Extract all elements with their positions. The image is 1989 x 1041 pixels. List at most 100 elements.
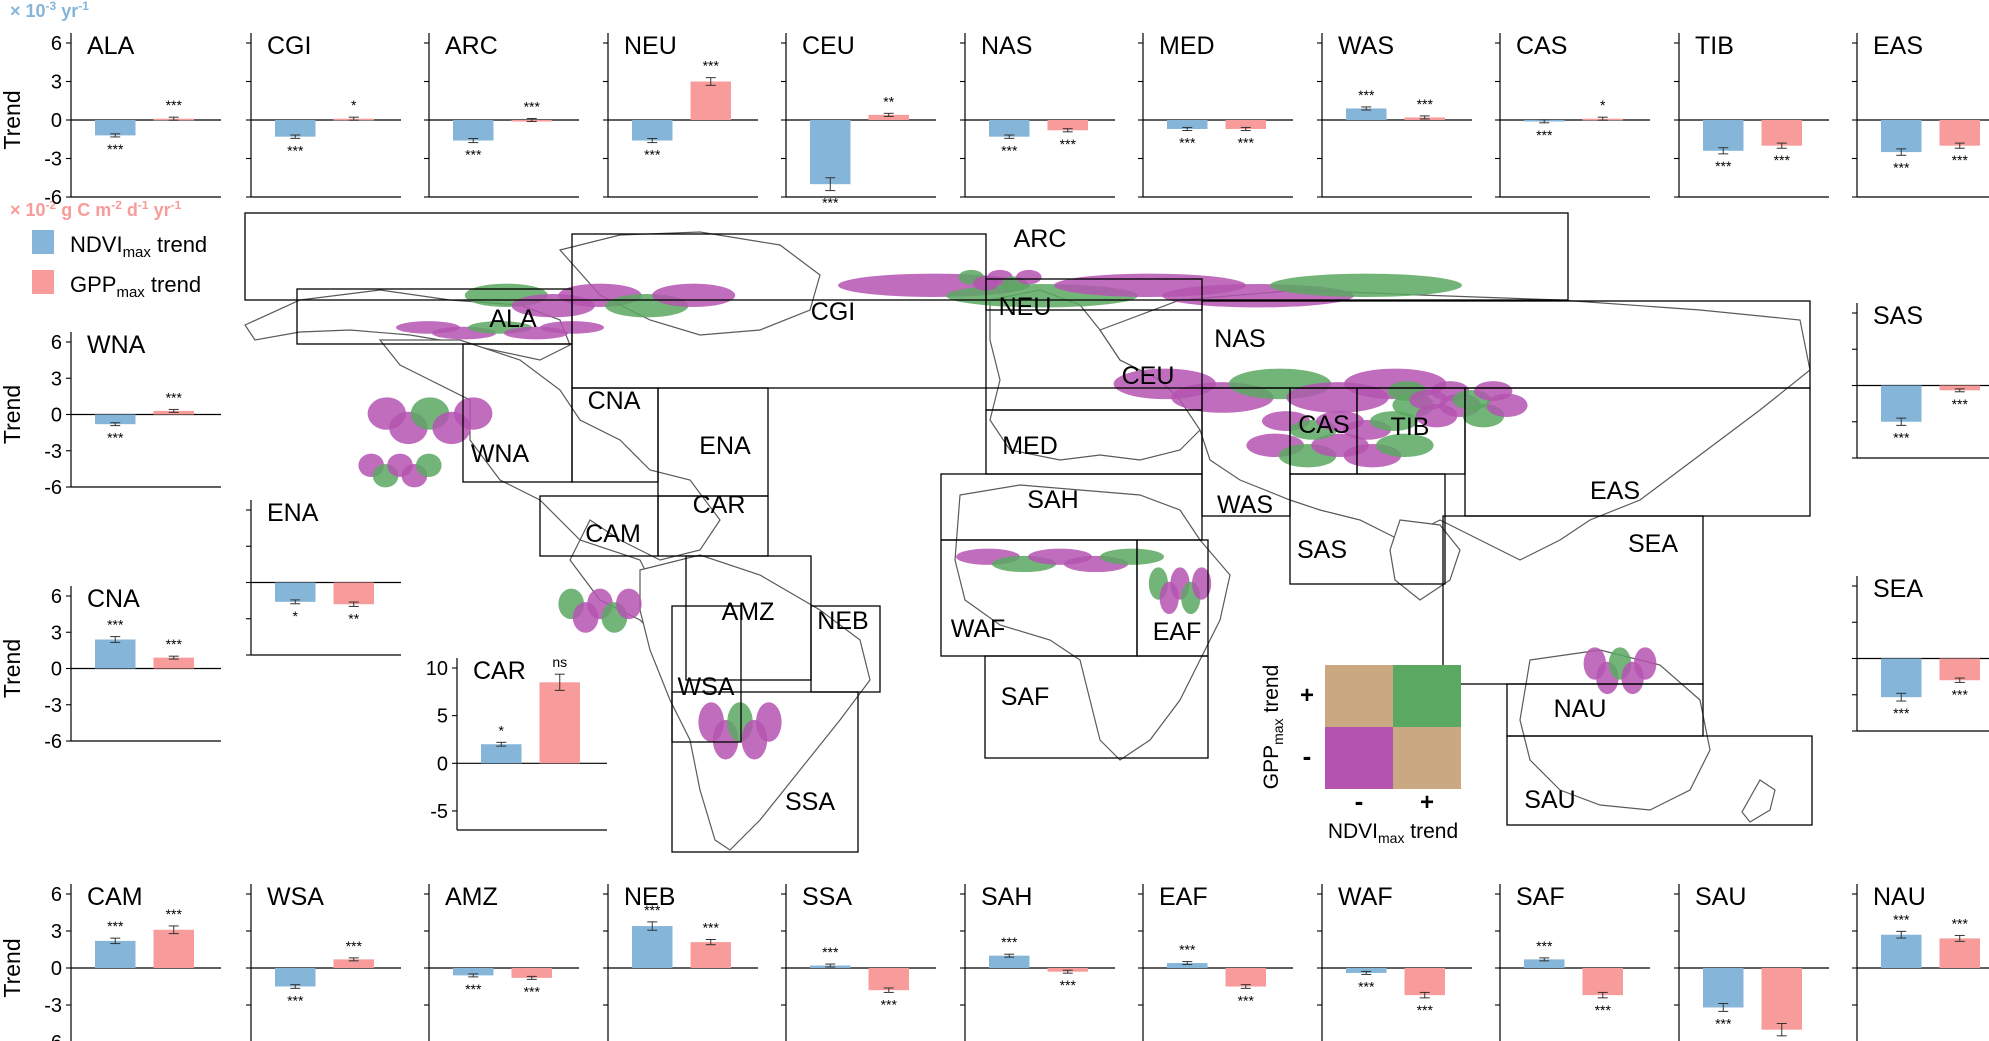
panel-wsa: WSA *** *** (239, 882, 413, 1041)
ndvi-significance: * (293, 608, 299, 624)
gpp-significance: *** (1238, 992, 1255, 1008)
panel-eas: EAS *** *** (1845, 31, 1989, 201)
y-axis-label: Trend (0, 90, 25, 149)
key-minus-y: - (1303, 741, 1312, 771)
vegetation-patch (416, 453, 442, 478)
legend-swatch-gpp (32, 270, 54, 294)
panel-background (417, 882, 591, 1041)
map-region-label: EAF (1153, 618, 1202, 646)
gpp-significance: *** (1952, 915, 1969, 931)
panel-title: CAM (87, 883, 143, 911)
gpp-bar (868, 114, 909, 120)
ndvi-significance: *** (1893, 705, 1910, 721)
map-region-label: CAR (693, 491, 746, 519)
panel-title: ARC (445, 32, 498, 60)
gpp-bar (333, 582, 374, 605)
panel-title: CEU (802, 32, 855, 60)
tick-label: 10 (426, 658, 448, 680)
map-region-label: SAH (1027, 486, 1078, 514)
map-region-ssa: SSA (671, 691, 859, 853)
tick-label: -6 (44, 1032, 62, 1041)
panel-title: EAS (1873, 32, 1923, 60)
panel-sau: SAU *** *** (1667, 882, 1841, 1041)
panel-car: 10 5 0 -5 CAR * ns (426, 654, 619, 834)
tick-label: -5 (430, 801, 448, 823)
tick-label: -6 (44, 731, 62, 753)
panel-cas: CAS**** (1488, 31, 1662, 201)
panel-title: SAF (1516, 883, 1565, 911)
panel-tib: TIB *** *** (1667, 31, 1841, 201)
land-outline (989, 289, 1201, 461)
ndvi-significance: *** (287, 142, 304, 158)
ndvi-significance: *** (1001, 934, 1018, 950)
ndvi-bar (481, 744, 522, 764)
ndvi-bar (632, 120, 673, 141)
tick-label: -3 (44, 995, 62, 1017)
vegetation-patch (1016, 269, 1042, 285)
land-outline (1741, 779, 1776, 823)
panel-title: WAS (1338, 32, 1394, 60)
panel-neu: NEU *** *** (596, 31, 770, 201)
ndvi-bar (95, 639, 136, 669)
map-region-eaf: EAF (1136, 539, 1209, 657)
tick-label: 0 (51, 405, 62, 427)
ndvi-significance: *** (644, 902, 661, 918)
ndvi-bar (453, 968, 494, 976)
panel-background (59, 584, 233, 745)
map-region-wna: WNA (462, 343, 573, 483)
gpp-significance: *** (524, 98, 541, 114)
vegetation-patch (454, 397, 493, 430)
ndvi-significance: *** (1536, 938, 1553, 954)
gpp-bar (1225, 968, 1266, 987)
panel-background (417, 31, 591, 201)
panel-wna: 6 3 0 -3 -6 Trend WNA *** *** (0, 330, 233, 499)
key-minus-x: - (1355, 786, 1364, 816)
world-map: ARC NEU CGI ALA NAS CEU CNA WNA ENA MED SAH CAS TIB E… (244, 212, 1813, 853)
map-region-label: EAS (1590, 477, 1640, 505)
panel-title: ENA (267, 499, 319, 527)
vegetation-patch (1270, 273, 1462, 298)
ndvi-bar (989, 955, 1030, 968)
panel-background (1845, 574, 1989, 735)
panel-background (953, 882, 1127, 1041)
map-region-label: ENA (699, 432, 751, 460)
ndvi-bar (95, 940, 136, 968)
land-outline (558, 231, 821, 336)
key-ylabel: GPPmax trend (1260, 665, 1286, 790)
land-outline (378, 339, 721, 721)
gpp-bar (511, 968, 552, 978)
gpp-significance: *** (703, 58, 720, 74)
panel-background (1310, 31, 1484, 201)
panel-title: SAH (981, 883, 1032, 911)
ndvi-significance: *** (287, 992, 304, 1008)
ndvi-bar (1167, 963, 1208, 968)
ndvi-significance: *** (1358, 978, 1375, 994)
map-region-was: WAS (1201, 387, 1291, 519)
gpp-bar (153, 929, 194, 968)
panel-title: SSA (802, 883, 852, 911)
map-region-label: ARC (1014, 225, 1067, 253)
panel-ena: ENA* ** (239, 498, 413, 659)
map-region-label: SAS (1297, 536, 1347, 564)
vegetation-patch (1634, 647, 1657, 680)
map-region-box (671, 605, 742, 743)
tick-label: 6 (51, 884, 62, 906)
panel-amz: AMZ *** *** (417, 882, 591, 1041)
map-region-label: NAS (1214, 325, 1265, 353)
key-cell-tan-top (1325, 665, 1393, 727)
ndvi-significance: *** (822, 195, 839, 211)
panel-title: MED (1159, 32, 1215, 60)
panel-sah: SAH *** *** (953, 882, 1127, 1041)
ndvi-significance: *** (1536, 127, 1553, 143)
ndvi-significance: *** (1715, 158, 1732, 174)
ndvi-bar (1881, 658, 1922, 698)
panel-background (239, 31, 413, 201)
panel-sas: SAS *** *** (1845, 301, 1989, 462)
ndvi-bar (989, 120, 1030, 137)
ndvi-bar (1881, 934, 1922, 968)
gpp-bar (539, 682, 580, 764)
gpp-significance: * (351, 97, 357, 113)
panel-nau: NAU*** *** (1845, 882, 1989, 1041)
map-region-box (671, 691, 859, 853)
gpp-bar (1939, 120, 1980, 146)
